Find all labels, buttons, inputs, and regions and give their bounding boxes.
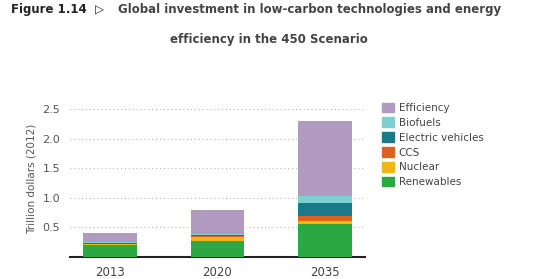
Bar	[191, 210, 244, 234]
Legend: Efficiency, Biofuels, Electric vehicles, CCS, Nuclear, Renewables: Efficiency, Biofuels, Electric vehicles,…	[382, 102, 484, 187]
Bar	[191, 235, 244, 236]
Bar	[298, 216, 352, 221]
Bar	[298, 196, 352, 203]
Bar	[298, 224, 352, 257]
Bar	[83, 243, 137, 244]
Bar	[191, 237, 244, 241]
Bar	[298, 221, 352, 224]
Text: efficiency in the 450 Scenario: efficiency in the 450 Scenario	[170, 33, 367, 47]
Text: Figure 1.14  ▷: Figure 1.14 ▷	[11, 3, 104, 16]
Bar	[298, 203, 352, 216]
Bar	[298, 121, 352, 196]
Bar	[83, 233, 137, 242]
Bar	[191, 234, 244, 235]
Bar	[83, 242, 137, 243]
Bar	[83, 245, 137, 257]
Bar	[191, 236, 244, 237]
Text: Global investment in low-carbon technologies and energy: Global investment in low-carbon technolo…	[118, 3, 501, 16]
Y-axis label: Trillion dollars (2012): Trillion dollars (2012)	[27, 123, 37, 234]
Bar	[83, 244, 137, 245]
Bar	[191, 241, 244, 257]
